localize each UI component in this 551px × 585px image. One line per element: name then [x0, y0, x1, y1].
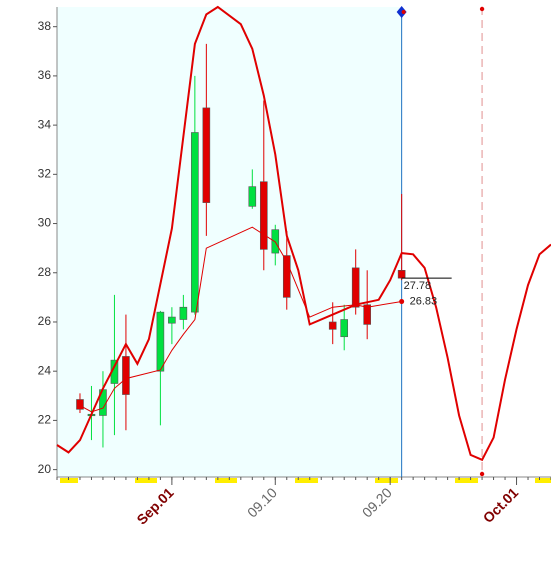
last-close-label: 27.78 — [404, 280, 432, 292]
x-tick-label: Sep.01 — [133, 484, 176, 527]
y-tick-label: 34 — [38, 117, 52, 131]
candle-body — [191, 132, 199, 313]
x-tick-label: 09.10 — [244, 484, 280, 520]
y-tick-label: 20 — [38, 462, 52, 476]
candle-body — [156, 311, 165, 372]
weekend-block — [215, 478, 237, 483]
marker-dot — [479, 471, 485, 477]
candle-body — [122, 356, 130, 395]
candle-body — [202, 107, 211, 203]
candle-body — [248, 186, 257, 207]
candle-body — [351, 267, 360, 308]
candle-body — [328, 321, 337, 330]
weekend-block — [455, 478, 478, 483]
y-tick-label: 24 — [38, 363, 52, 377]
last-line-label: 26.83 — [410, 295, 438, 307]
candle-body — [363, 304, 371, 325]
line-series — [79, 226, 402, 413]
weekend-block — [375, 478, 398, 483]
candle-body — [76, 399, 84, 410]
y-tick-label: 30 — [38, 216, 52, 230]
candle-body — [168, 316, 176, 324]
candle-body — [271, 229, 280, 254]
weekend-block — [535, 478, 551, 483]
line-series — [56, 5, 551, 462]
y-tick-label: 32 — [38, 167, 52, 181]
weekend-block — [295, 478, 318, 483]
last-line-dot — [399, 299, 405, 305]
plot-background — [57, 7, 402, 477]
candle-body — [282, 255, 291, 298]
y-tick-label: 38 — [38, 19, 52, 33]
marker-dot — [401, 10, 406, 14]
x-tick-label: Oct.01 — [480, 484, 522, 526]
weekend-blocks — [60, 478, 551, 483]
candle-body — [259, 181, 268, 250]
weekend-block — [60, 478, 78, 483]
y-tick-label: 36 — [38, 68, 52, 82]
x-tick-label: 09.20 — [359, 484, 395, 520]
weekend-block — [135, 478, 157, 483]
y-tick-label: 26 — [38, 314, 52, 328]
candle-body — [397, 269, 406, 279]
candle-body — [340, 319, 349, 338]
y-tick-label: 22 — [38, 413, 52, 427]
candle-body — [179, 306, 188, 320]
y-tick-label: 28 — [38, 265, 52, 279]
marker-dot — [479, 6, 485, 12]
